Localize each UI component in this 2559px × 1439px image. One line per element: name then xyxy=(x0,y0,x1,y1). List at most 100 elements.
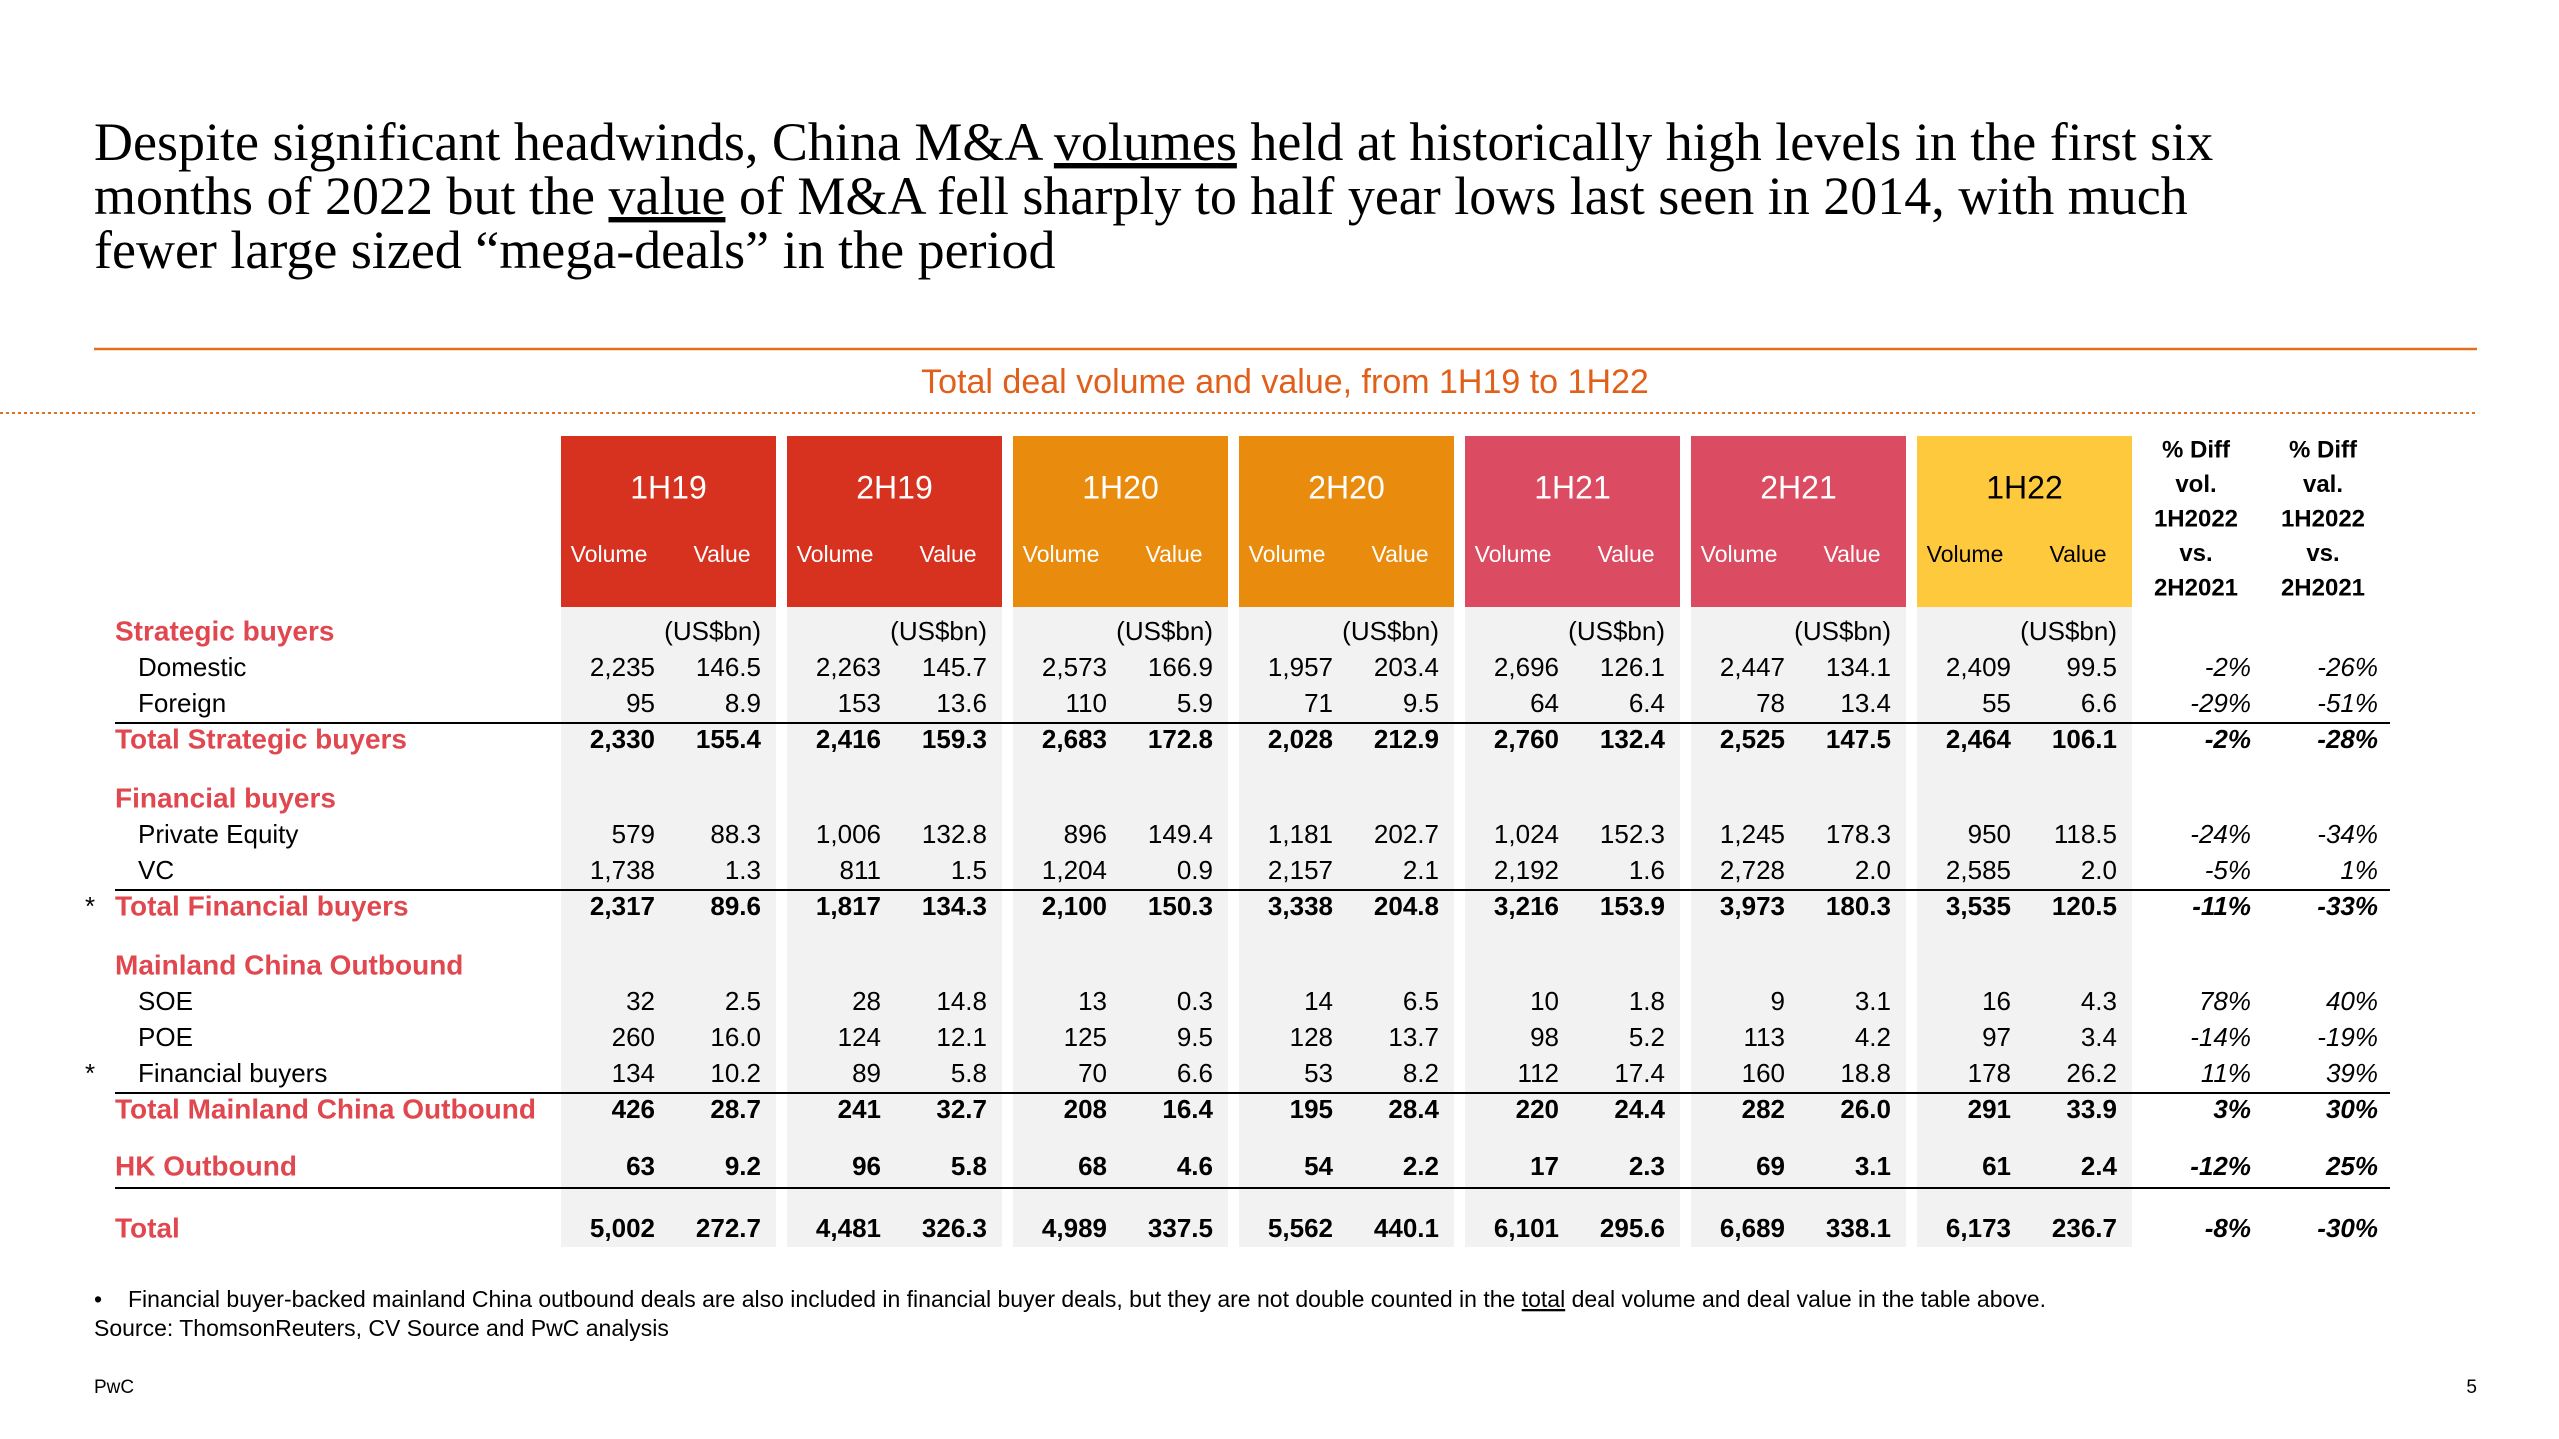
cell: 2,447 xyxy=(1720,652,1785,682)
cell: 147.5 xyxy=(1826,724,1891,754)
cell: 166.9 xyxy=(1148,652,1213,682)
cell: 2,317 xyxy=(590,891,655,921)
cell: 110 xyxy=(1066,688,1107,718)
cell: 4.6 xyxy=(1177,1151,1213,1181)
cell: 272.7 xyxy=(696,1213,761,1243)
cell: 68 xyxy=(1078,1151,1107,1181)
cell: -34% xyxy=(2317,819,2378,849)
column-background xyxy=(1465,607,1680,1247)
cell: 155.4 xyxy=(696,724,762,754)
period-header xyxy=(1465,436,1680,607)
cell: 64 xyxy=(1530,688,1559,718)
cell: 5.8 xyxy=(951,1151,987,1181)
cell: 295.6 xyxy=(1600,1213,1665,1243)
diff-header: 1H2022 xyxy=(2154,505,2238,532)
period-label: 1H21 xyxy=(1534,469,1611,505)
cell: 4.3 xyxy=(2081,986,2117,1016)
unit-label: (US$bn) xyxy=(1794,616,1891,646)
section-label: Strategic buyers xyxy=(115,615,334,646)
subheader: Volume xyxy=(1249,541,1326,567)
cell: 5,002 xyxy=(590,1213,655,1243)
cell: 0.9 xyxy=(1177,855,1213,885)
subheader: Value xyxy=(2049,541,2106,567)
cell: 1,817 xyxy=(816,891,881,921)
row-label: Domestic xyxy=(138,652,246,682)
cell: -11% xyxy=(2192,891,2251,921)
cell: 10.2 xyxy=(710,1058,761,1088)
cell: 150.3 xyxy=(1148,891,1213,921)
cell: 14.8 xyxy=(936,986,987,1016)
cell: 10 xyxy=(1530,986,1559,1016)
cell: 134.1 xyxy=(1826,652,1891,682)
cell: -14% xyxy=(2190,1022,2251,1052)
subheader: Volume xyxy=(1023,541,1100,567)
unit-label: (US$bn) xyxy=(1342,616,1439,646)
cell: 1.8 xyxy=(1629,986,1665,1016)
period-label: 2H20 xyxy=(1308,469,1385,505)
footnote-text: Financial buyer-backed mainland China ou… xyxy=(128,1286,1522,1312)
row-label: Financial buyers xyxy=(138,1058,327,1088)
cell: 6,689 xyxy=(1720,1213,1785,1243)
period-header xyxy=(1691,436,1906,607)
cell: 2,683 xyxy=(1042,724,1107,754)
period-header xyxy=(1917,436,2132,607)
cell: 3.1 xyxy=(1855,1151,1891,1181)
cell: 146.5 xyxy=(696,652,761,682)
diff-header: % Diff xyxy=(2162,436,2231,463)
cell: 54 xyxy=(1304,1151,1333,1181)
cell: 13.7 xyxy=(1388,1022,1439,1052)
subheader: Volume xyxy=(1475,541,1552,567)
subheader: Value xyxy=(1145,541,1202,567)
cell: 106.1 xyxy=(2052,724,2117,754)
cell: 204.8 xyxy=(1374,891,1439,921)
period-label: 1H19 xyxy=(630,469,707,505)
cell: 241 xyxy=(838,1094,881,1124)
cell: 89 xyxy=(852,1058,881,1088)
cell: 97 xyxy=(1982,1022,2011,1052)
cell: 2.0 xyxy=(2081,855,2117,885)
cell: 180.3 xyxy=(1826,891,1891,921)
cell: 1,204 xyxy=(1042,855,1107,885)
cell: 2,760 xyxy=(1494,724,1559,754)
cell: 260 xyxy=(612,1022,655,1052)
cell: -2% xyxy=(2205,652,2251,682)
cell: 78% xyxy=(2199,986,2251,1016)
title-text: fewer large sized “mega-deals” in the pe… xyxy=(94,220,1056,280)
cell: 152.3 xyxy=(1600,819,1665,849)
cell: 28.7 xyxy=(710,1094,761,1124)
diff-header: vs. xyxy=(2306,540,2339,567)
cell: 811 xyxy=(840,855,881,885)
cell: -19% xyxy=(2317,1022,2378,1052)
cell: 98 xyxy=(1530,1022,1559,1052)
cell: 30% xyxy=(2326,1094,2378,1124)
cell: 55 xyxy=(1982,688,2011,718)
cell: 134 xyxy=(612,1058,655,1088)
subheader: Volume xyxy=(797,541,874,567)
cell: 2,696 xyxy=(1494,652,1559,682)
cell: 236.7 xyxy=(2052,1213,2117,1243)
cell: 2.2 xyxy=(1403,1151,1439,1181)
cell: 32.7 xyxy=(936,1094,987,1124)
cell: 126.1 xyxy=(1600,652,1665,682)
cell: -30% xyxy=(2317,1213,2378,1243)
unit-label: (US$bn) xyxy=(1116,616,1213,646)
cell: 28 xyxy=(852,986,881,1016)
cell: 2,263 xyxy=(816,652,881,682)
cell: 89.6 xyxy=(710,891,761,921)
source: Source: ThomsonReuters, CV Source and Pw… xyxy=(94,1315,669,1341)
cell: 40% xyxy=(2326,986,2378,1016)
cell: 9 xyxy=(1771,986,1785,1016)
unit-label: (US$bn) xyxy=(890,616,987,646)
cell: 1,738 xyxy=(590,855,655,885)
cell: 63 xyxy=(626,1151,655,1181)
cell: 99.5 xyxy=(2066,652,2117,682)
cell: 113 xyxy=(1744,1022,1785,1052)
cell: -2% xyxy=(2205,724,2251,754)
title-line: fewer large sized “mega-deals” in the pe… xyxy=(94,220,1056,280)
cell: 125 xyxy=(1064,1022,1107,1052)
period-header xyxy=(1239,436,1454,607)
cell: 12.1 xyxy=(936,1022,987,1052)
cell: 8.9 xyxy=(725,688,761,718)
cell: 202.7 xyxy=(1374,819,1439,849)
